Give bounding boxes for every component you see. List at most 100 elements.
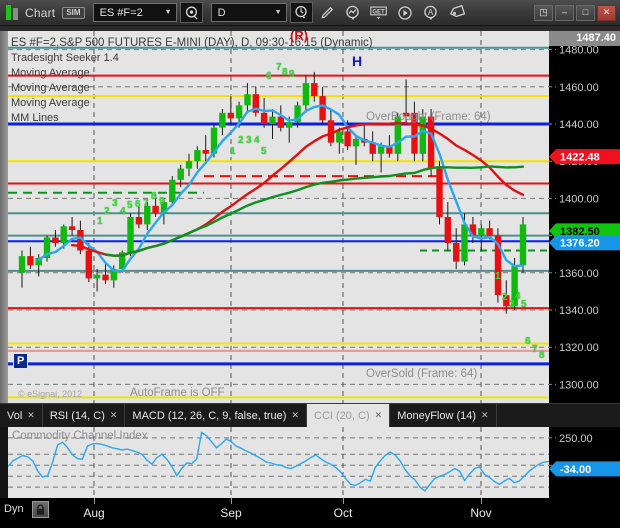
signal-num: 4 (254, 135, 260, 146)
tab-cci[interactable]: CCI (20, C) ✕ (307, 404, 391, 427)
tab-label: MACD (12, 26, C, 9, false, true) (132, 409, 287, 422)
interval-selector[interactable]: D ▼ (210, 3, 287, 22)
interval-value: D (217, 6, 226, 19)
svg-text:250.00: 250.00 (559, 433, 593, 445)
study-label-seeker: Tradesight Seeker 1.4 (11, 52, 119, 64)
price-chart-pane[interactable]: ES #F=2,S&P 500 FUTURES E-MINI (DAY), D,… (8, 31, 549, 403)
tab-label: Vol (7, 409, 23, 422)
flag-p: P (13, 353, 29, 369)
maximize-button[interactable]: □ (576, 4, 595, 21)
svg-text:1480.00: 1480.00 (559, 45, 599, 57)
tag-icon[interactable] (446, 2, 469, 23)
restore-down-button[interactable]: ◳ (534, 4, 553, 21)
time-settings-icon[interactable] (289, 2, 313, 23)
cci-axis[interactable]: 250.000.00-34.00 (549, 427, 620, 498)
study-label-ma1: Moving Average (11, 67, 90, 79)
symbol-selector[interactable]: ES #F=2 ▼ (92, 3, 177, 22)
marker-h: H (352, 53, 363, 69)
oversold-label: OverSold (Frame: 64) (366, 368, 478, 380)
price-axis-top-value: 1487.40 (549, 31, 620, 46)
autoframe-label: AutoFrame is OFF (130, 387, 225, 399)
close-icon[interactable]: ✕ (374, 410, 383, 420)
time-axis-tick (343, 498, 344, 504)
tab-label: CCI (20, C) (314, 409, 370, 422)
signal-num: 5 (261, 146, 267, 157)
signal-num: 6 (266, 71, 272, 82)
tab-strip-filler (496, 404, 620, 427)
svg-text:GET: GET (372, 9, 385, 15)
tab-macd[interactable]: MACD (12, 26, C, 9, false, true) ✕ (125, 404, 308, 427)
signal-num: 5 (127, 200, 133, 211)
chart-title: ES #F=2,S&P 500 FUTURES E-MINI (DAY), D,… (11, 37, 373, 49)
cci-left-rail (0, 427, 8, 498)
svg-text:1440.00: 1440.00 (559, 119, 599, 131)
signal-num: 1 (97, 216, 103, 227)
price-chart-canvas (8, 31, 549, 403)
get-symbol-icon[interactable]: GET (368, 2, 391, 23)
marker-r: (R) (290, 31, 309, 43)
signal-num: 2 (502, 292, 508, 303)
dyn-label: Dyn (4, 503, 24, 515)
signal-num: 3 (246, 135, 252, 146)
svg-text:1376.20: 1376.20 (560, 238, 600, 250)
cci-chart-pane[interactable]: Commodity Channel Index (8, 427, 549, 498)
close-icon[interactable]: ✕ (27, 410, 35, 420)
signal-num: 8 (151, 191, 157, 202)
tab-vol[interactable]: Vol ✕ (0, 404, 43, 427)
time-axis-month-label: Nov (470, 506, 492, 520)
signal-num: 9 (159, 196, 165, 207)
time-axis-tick (231, 498, 232, 504)
minimize-button[interactable]: – (555, 4, 574, 21)
svg-text:1320.00: 1320.00 (559, 342, 599, 354)
signal-num: 2 (104, 206, 110, 217)
time-axis[interactable]: Dyn Aug Sep Oct Nov (0, 498, 620, 528)
signal-num: 7 (532, 344, 538, 355)
signal-num: 5 (521, 299, 527, 310)
symbol-value: ES #F=2 (99, 6, 143, 19)
signal-num: 6 (135, 199, 141, 210)
signal-num: 9 (289, 69, 295, 80)
close-icon[interactable]: ✕ (109, 410, 118, 420)
window-controls: ◳ – □ ✕ (534, 4, 620, 21)
draw-pencil-icon[interactable] (316, 2, 339, 23)
symbol-settings-icon[interactable] (179, 2, 203, 23)
svg-text:1422.48: 1422.48 (560, 152, 600, 164)
annotate-icon[interactable]: A (420, 2, 443, 23)
tab-label: MoneyFlow (14) (397, 409, 477, 422)
signal-num: 1 (230, 146, 236, 157)
cci-chart-canvas (8, 427, 549, 498)
svg-text:1382.50: 1382.50 (560, 226, 600, 238)
cci-axis-canvas: 250.000.00-34.00 (549, 433, 620, 477)
time-axis-tick (94, 498, 95, 504)
time-axis-month-label: Sep (220, 506, 242, 520)
price-axis[interactable]: 1480.001460.001440.001420.001400.001380.… (549, 31, 620, 403)
signal-num: 2 (238, 135, 244, 146)
svg-text:-34.00: -34.00 (560, 464, 591, 476)
signal-num: 6 (525, 336, 531, 347)
svg-text:1460.00: 1460.00 (559, 82, 599, 94)
chart-bars-icon (6, 5, 18, 20)
play-icon[interactable] (394, 2, 417, 23)
tab-label: RSI (14, C) (49, 409, 105, 422)
title-bar: Chart SIM ES #F=2 ▼ D ▼ GET A (0, 0, 620, 26)
svg-text:1360.00: 1360.00 (559, 268, 599, 280)
chevron-down-icon: ▼ (274, 9, 282, 16)
signal-num: 7 (143, 198, 149, 209)
signal-num: 3 (112, 198, 118, 209)
lock-icon[interactable] (32, 501, 49, 518)
signal-num: 7 (276, 62, 282, 73)
close-icon[interactable]: ✕ (291, 410, 300, 420)
time-axis-month-label: Aug (83, 506, 105, 520)
chart-left-rail[interactable] (0, 31, 8, 403)
signal-num: 4 (515, 291, 521, 302)
close-button[interactable]: ✕ (597, 4, 616, 21)
tab-moneyflow[interactable]: MoneyFlow (14) ✕ (390, 404, 497, 427)
tab-rsi[interactable]: RSI (14, C) ✕ (42, 404, 126, 427)
svg-text:A: A (428, 8, 434, 17)
studies-icon[interactable] (342, 2, 365, 23)
close-icon[interactable]: ✕ (481, 410, 489, 420)
svg-text:1300.00: 1300.00 (559, 379, 599, 391)
sim-badge: SIM (62, 6, 85, 19)
time-axis-month-label: Oct (333, 506, 353, 520)
signal-num: 1 (495, 271, 501, 282)
